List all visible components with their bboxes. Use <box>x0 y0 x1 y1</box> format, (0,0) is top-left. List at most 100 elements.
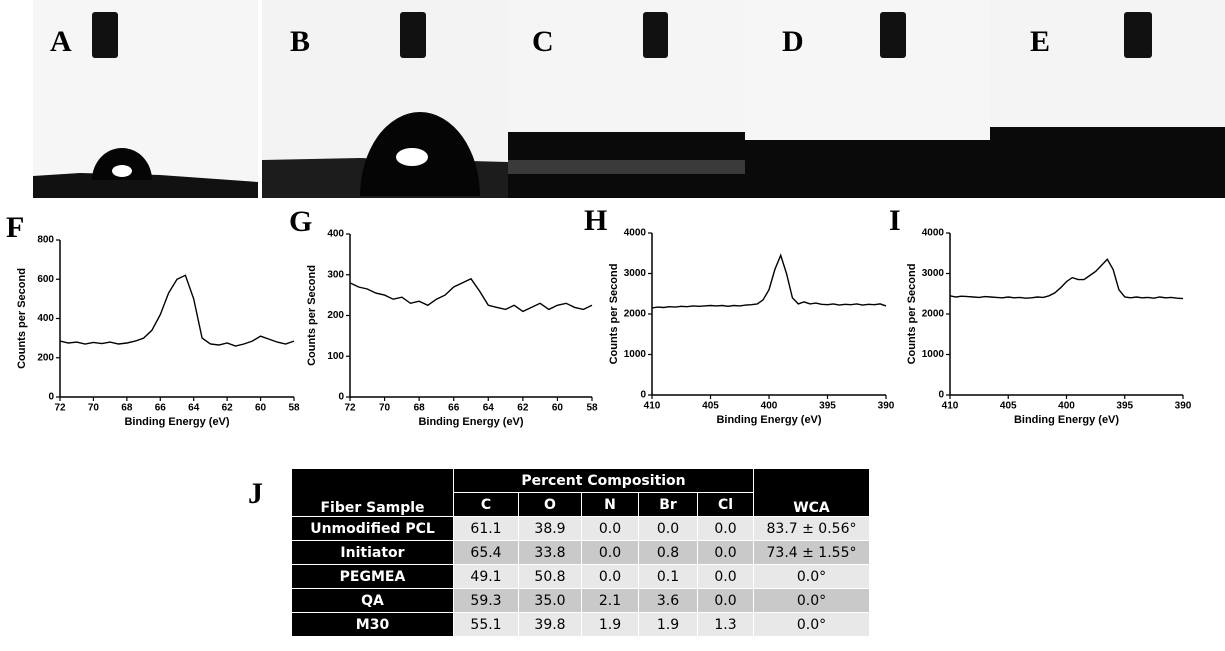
droplet-highlight <box>112 165 132 177</box>
photo-labels: A B C D E <box>50 25 1050 58</box>
y-tick-label: 0 <box>338 392 344 403</box>
x-tick-label: 72 <box>344 403 356 414</box>
x-tick-label: 64 <box>188 403 200 414</box>
table-cell: 0.0 <box>581 564 639 589</box>
x-tick-label: 60 <box>255 403 267 414</box>
x-tick-label: 410 <box>942 401 959 412</box>
x-tick-label: 390 <box>878 401 895 412</box>
table-row: QA 59.3 35.0 2.1 3.6 0.0 0.0° <box>291 588 870 613</box>
y-axis-label: Counts per Second <box>306 265 318 366</box>
table-cell: 59.3 <box>453 588 519 613</box>
table-cell: 35.0 <box>518 588 582 613</box>
y-tick-label: 0 <box>640 390 646 401</box>
needle <box>92 12 118 58</box>
x-tick-label: 62 <box>222 403 234 414</box>
x-tick-label: 70 <box>379 403 391 414</box>
table-cell: 0.0° <box>753 588 870 613</box>
substrate <box>33 173 258 198</box>
y-tick-label: 2000 <box>922 309 945 320</box>
table-row: Fiber Sample Percent Composition WCA <box>291 468 870 517</box>
x-tick-label: 410 <box>644 401 661 412</box>
y-tick-label: 200 <box>37 352 54 363</box>
x-tick-label: 68 <box>414 403 426 414</box>
x-tick-label: 66 <box>155 403 167 414</box>
table-cell: 1.9 <box>638 612 698 637</box>
x-tick-label: 395 <box>819 401 836 412</box>
table-cell: 0.0 <box>697 588 754 613</box>
table-cell: 0.0 <box>581 516 639 541</box>
table-cell: 65.4 <box>453 540 519 565</box>
y-tick-label: 0 <box>48 392 54 403</box>
panel-label: E <box>1030 25 1050 58</box>
x-tick-label: 64 <box>483 403 495 414</box>
table-row: Initiator 65.4 33.8 0.0 0.8 0.0 73.4 ± 1.55° <box>291 540 870 565</box>
y-axis-label: Counts per Second <box>906 264 918 365</box>
table-cell: 3.6 <box>638 588 698 613</box>
table-cell: 49.1 <box>453 564 519 589</box>
y-tick-label: 300 <box>327 269 344 280</box>
table-cell: QA <box>291 588 454 613</box>
x-tick-label: 405 <box>1000 401 1017 412</box>
y-tick-label: 2000 <box>624 309 647 320</box>
y-tick-label: 200 <box>327 310 344 321</box>
panel-label: B <box>290 25 310 58</box>
x-axis-label: Binding Energy (eV) <box>124 416 229 428</box>
panel-label: F <box>6 211 24 244</box>
table-cell: Cl <box>697 492 754 517</box>
table-cell: PEGMEA <box>291 564 454 589</box>
x-tick-label: 72 <box>54 403 66 414</box>
x-axis-label: Binding Energy (eV) <box>418 416 523 428</box>
table-cell: 0.0 <box>697 516 754 541</box>
spectrum-line <box>349 277 593 313</box>
table-cell: Initiator <box>291 540 454 565</box>
y-tick-label: 3000 <box>624 268 647 279</box>
y-tick-label: 100 <box>327 351 344 362</box>
y-tick-label: 600 <box>37 274 54 285</box>
spectrum-line <box>59 274 295 347</box>
x-tick-label: 390 <box>1175 401 1192 412</box>
x-tick-label: 70 <box>88 403 100 414</box>
substrate <box>745 140 990 198</box>
table-cell: WCA <box>753 468 870 517</box>
y-tick-label: 0 <box>938 390 944 401</box>
y-tick-label: 400 <box>327 229 344 240</box>
table-cell: 55.1 <box>453 612 519 637</box>
table-cell: 0.0° <box>753 564 870 589</box>
substrate-band <box>508 160 745 174</box>
photos <box>33 0 1225 198</box>
table-cell: 1.3 <box>697 612 754 637</box>
panel-label: D <box>782 25 804 58</box>
x-axis-label: Binding Energy (eV) <box>1014 414 1119 426</box>
table-cell: 61.1 <box>453 516 519 541</box>
y-axis-label: Counts per Second <box>16 268 28 369</box>
y-tick-label: 800 <box>37 235 54 246</box>
table-row: Unmodified PCL 61.1 38.9 0.0 0.0 0.0 83.7 ± 0.… <box>291 516 870 541</box>
table-cell: Br <box>638 492 698 517</box>
x-axis-label: Binding Energy (eV) <box>716 414 821 426</box>
panel-label: A <box>50 25 72 58</box>
needle <box>1124 12 1152 58</box>
y-axis-label: Counts per Second <box>608 264 620 365</box>
table-cell: 83.7 ± 0.56° <box>753 516 870 541</box>
composition-table: Fiber Sample Percent Composition WCA C O N Br C… <box>291 468 870 637</box>
substrate <box>990 127 1225 198</box>
table-row: M30 55.1 39.8 1.9 1.9 1.3 0.0° <box>291 612 870 637</box>
x-tick-label: 60 <box>552 403 564 414</box>
table-cell: Fiber Sample <box>291 468 454 517</box>
table-cell: O <box>518 492 582 517</box>
table-cell: 38.9 <box>518 516 582 541</box>
x-tick-label: 400 <box>761 401 778 412</box>
panel-label: H <box>584 204 607 237</box>
panel-label: G <box>289 205 312 238</box>
x-tick-label: 400 <box>1058 401 1075 412</box>
table-cell: Unmodified PCL <box>291 516 454 541</box>
x-tick-label: 58 <box>288 403 300 414</box>
table-cell: Percent Composition <box>453 468 754 493</box>
table-cell: 0.0° <box>753 612 870 637</box>
panel-label: J <box>248 477 263 510</box>
table-cell: 0.1 <box>638 564 698 589</box>
x-tick-label: 395 <box>1116 401 1133 412</box>
